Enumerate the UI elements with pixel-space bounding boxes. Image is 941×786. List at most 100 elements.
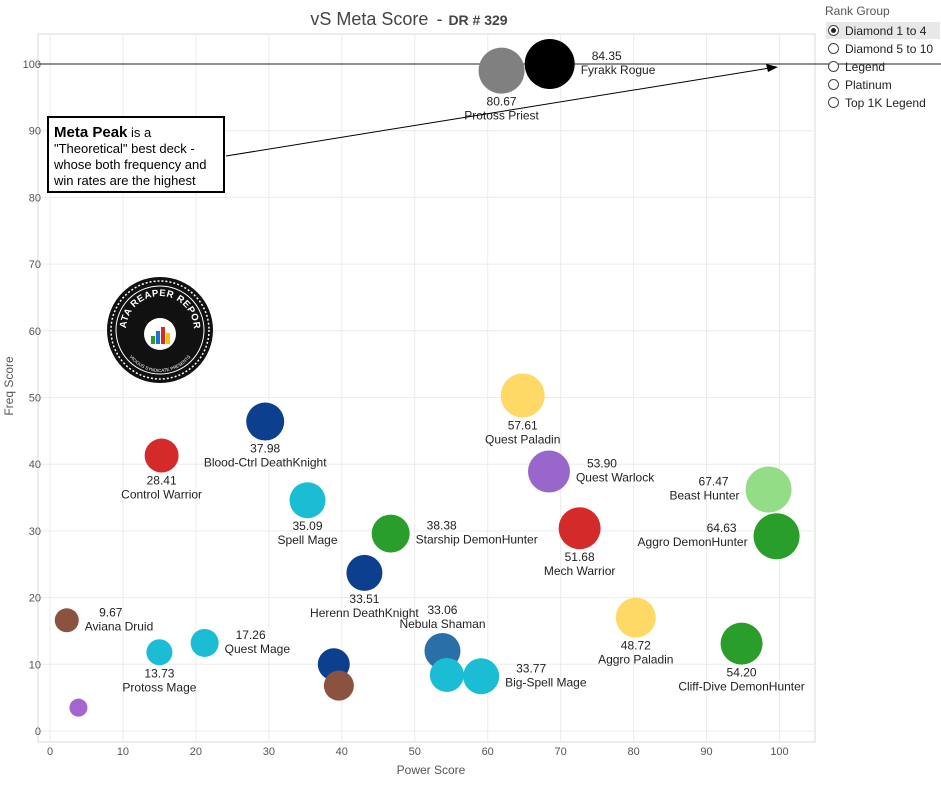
- x-tick-label: 0: [47, 746, 53, 758]
- point-name-label: Herenn DeathKnight: [310, 606, 419, 620]
- point-name-label: Fyrakk Rogue: [581, 63, 656, 77]
- x-tick-label: 40: [336, 746, 348, 758]
- data-point[interactable]: [524, 39, 575, 89]
- data-point[interactable]: [720, 622, 763, 665]
- data-point[interactable]: [463, 658, 500, 695]
- point-name-label: Protoss Priest: [464, 109, 539, 123]
- x-tick-label: 10: [117, 746, 129, 758]
- point-name-label: Aviana Druid: [85, 619, 153, 633]
- point-score-label: 64.63: [707, 521, 737, 535]
- x-tick-label: 60: [482, 746, 494, 758]
- x-tick-label: 30: [263, 746, 275, 758]
- point-score-label: 13.73: [144, 666, 174, 680]
- rank-option-platinum[interactable]: Platinum: [826, 76, 940, 93]
- data-point[interactable]: [371, 514, 410, 553]
- point-score-label: 9.67: [99, 605, 123, 619]
- y-tick-label: 80: [29, 192, 41, 204]
- data-point[interactable]: [745, 466, 792, 513]
- annotation-text: is a "Theoretical" best deck - whose bot…: [54, 125, 207, 188]
- point-name-label: Control Warrior: [121, 488, 202, 502]
- point-score-label: 17.26: [236, 628, 266, 642]
- point-name-label: Quest Paladin: [485, 432, 560, 446]
- rank-option-label: Diamond 1 to 4: [845, 23, 927, 38]
- radio-selected-icon[interactable]: [828, 25, 839, 36]
- y-axis-label: Freq Score: [2, 356, 16, 416]
- y-tick-label: 60: [29, 326, 41, 338]
- point-score-label: 33.06: [427, 603, 457, 617]
- y-tick-label: 10: [29, 659, 41, 671]
- data-point[interactable]: [246, 402, 285, 441]
- data-point[interactable]: [146, 639, 173, 666]
- point-score-label: 84.35: [592, 49, 622, 63]
- x-tick-label: 50: [409, 746, 421, 758]
- meta-peak-arrow: [225, 67, 771, 157]
- x-tick-label: 20: [190, 746, 202, 758]
- data-point[interactable]: [558, 507, 601, 550]
- rank-option-label: Diamond 5 to 10: [845, 41, 934, 56]
- rank-option-legend[interactable]: Legend: [826, 58, 940, 75]
- x-tick-label: 100: [770, 746, 788, 758]
- data-point[interactable]: [323, 670, 354, 701]
- rank-option-diamond-5-10[interactable]: Diamond 5 to 10: [826, 40, 940, 57]
- data-point[interactable]: [615, 597, 656, 638]
- radio-icon[interactable]: [828, 43, 839, 54]
- point-score-label: 48.72: [621, 639, 651, 653]
- point-score-label: 28.41: [147, 474, 177, 488]
- y-tick-label: 0: [35, 726, 41, 738]
- rank-option-diamond-1-4[interactable]: Diamond 1 to 4: [826, 22, 940, 39]
- point-score-label: 53.90: [587, 457, 617, 471]
- radio-icon[interactable]: [828, 97, 839, 108]
- rank-group-panel: Rank Group Diamond 1 to 4 Diamond 5 to 1…: [822, 0, 941, 120]
- rank-option-label: Legend: [845, 59, 886, 74]
- data-point[interactable]: [500, 373, 545, 418]
- meta-peak-arrowhead: [766, 64, 778, 72]
- x-tick-label: 70: [555, 746, 567, 758]
- rank-option-top-1k-legend[interactable]: Top 1K Legend: [826, 94, 940, 111]
- point-name-label: Protoss Mage: [122, 680, 196, 694]
- radio-icon[interactable]: [828, 61, 839, 72]
- data-point[interactable]: [753, 513, 800, 560]
- x-tick-label: 80: [627, 746, 639, 758]
- point-score-label: 35.09: [292, 519, 322, 533]
- chart-subtitle: DR # 329: [448, 12, 507, 28]
- chart-title-main: vS Meta Score: [310, 9, 428, 29]
- data-point[interactable]: [54, 608, 79, 633]
- meta-peak-annotation: Meta Peak is a "Theoretical" best deck -…: [47, 116, 225, 193]
- chart-title: vS Meta Score - DR # 329: [310, 9, 507, 29]
- point-name-label: Blood-Ctrl DeathKnight: [204, 456, 327, 470]
- y-tick-label: 70: [29, 259, 41, 271]
- point-score-label: 80.67: [487, 95, 517, 109]
- point-score-label: 37.98: [250, 442, 280, 456]
- axis-layer: 0 10 20 30 40 50 60 70 80 90 100 0 10 20 30 40 50 60 70 80 9…: [23, 59, 789, 758]
- point-name-label: Starship DemonHunter: [416, 533, 538, 547]
- y-tick-label: 50: [29, 393, 41, 405]
- data-point[interactable]: [69, 698, 88, 717]
- annotation-bold: Meta Peak: [54, 124, 128, 141]
- rank-group-title: Rank Group: [825, 4, 890, 18]
- points-layer: [54, 39, 800, 717]
- data-point[interactable]: [289, 482, 326, 519]
- point-score-label: 57.61: [508, 418, 538, 432]
- y-tick-label: 100: [23, 59, 41, 71]
- y-tick-label: 90: [29, 126, 41, 138]
- radio-icon[interactable]: [828, 79, 839, 90]
- point-name-label: Nebula Shaman: [399, 617, 485, 631]
- point-name-label: Big-Spell Mage: [505, 675, 587, 689]
- data-point[interactable]: [429, 657, 464, 692]
- rank-option-label: Platinum: [845, 77, 892, 92]
- data-point[interactable]: [346, 554, 383, 591]
- data-point[interactable]: [190, 628, 219, 657]
- point-name-label: Spell Mage: [277, 533, 337, 547]
- data-point[interactable]: [478, 47, 525, 94]
- point-name-label: Quest Warlock: [576, 471, 655, 485]
- point-name-label: Cliff-Dive DemonHunter: [678, 680, 805, 694]
- data-point[interactable]: [527, 450, 570, 493]
- x-tick-label: 90: [700, 746, 712, 758]
- data-point[interactable]: [144, 438, 179, 473]
- point-score-label: 67.47: [699, 475, 729, 489]
- point-score-label: 38.38: [427, 519, 457, 533]
- y-tick-label: 40: [29, 459, 41, 471]
- point-name-label: Aggro DemonHunter: [638, 535, 748, 549]
- point-name-label: Aggro Paladin: [598, 653, 673, 667]
